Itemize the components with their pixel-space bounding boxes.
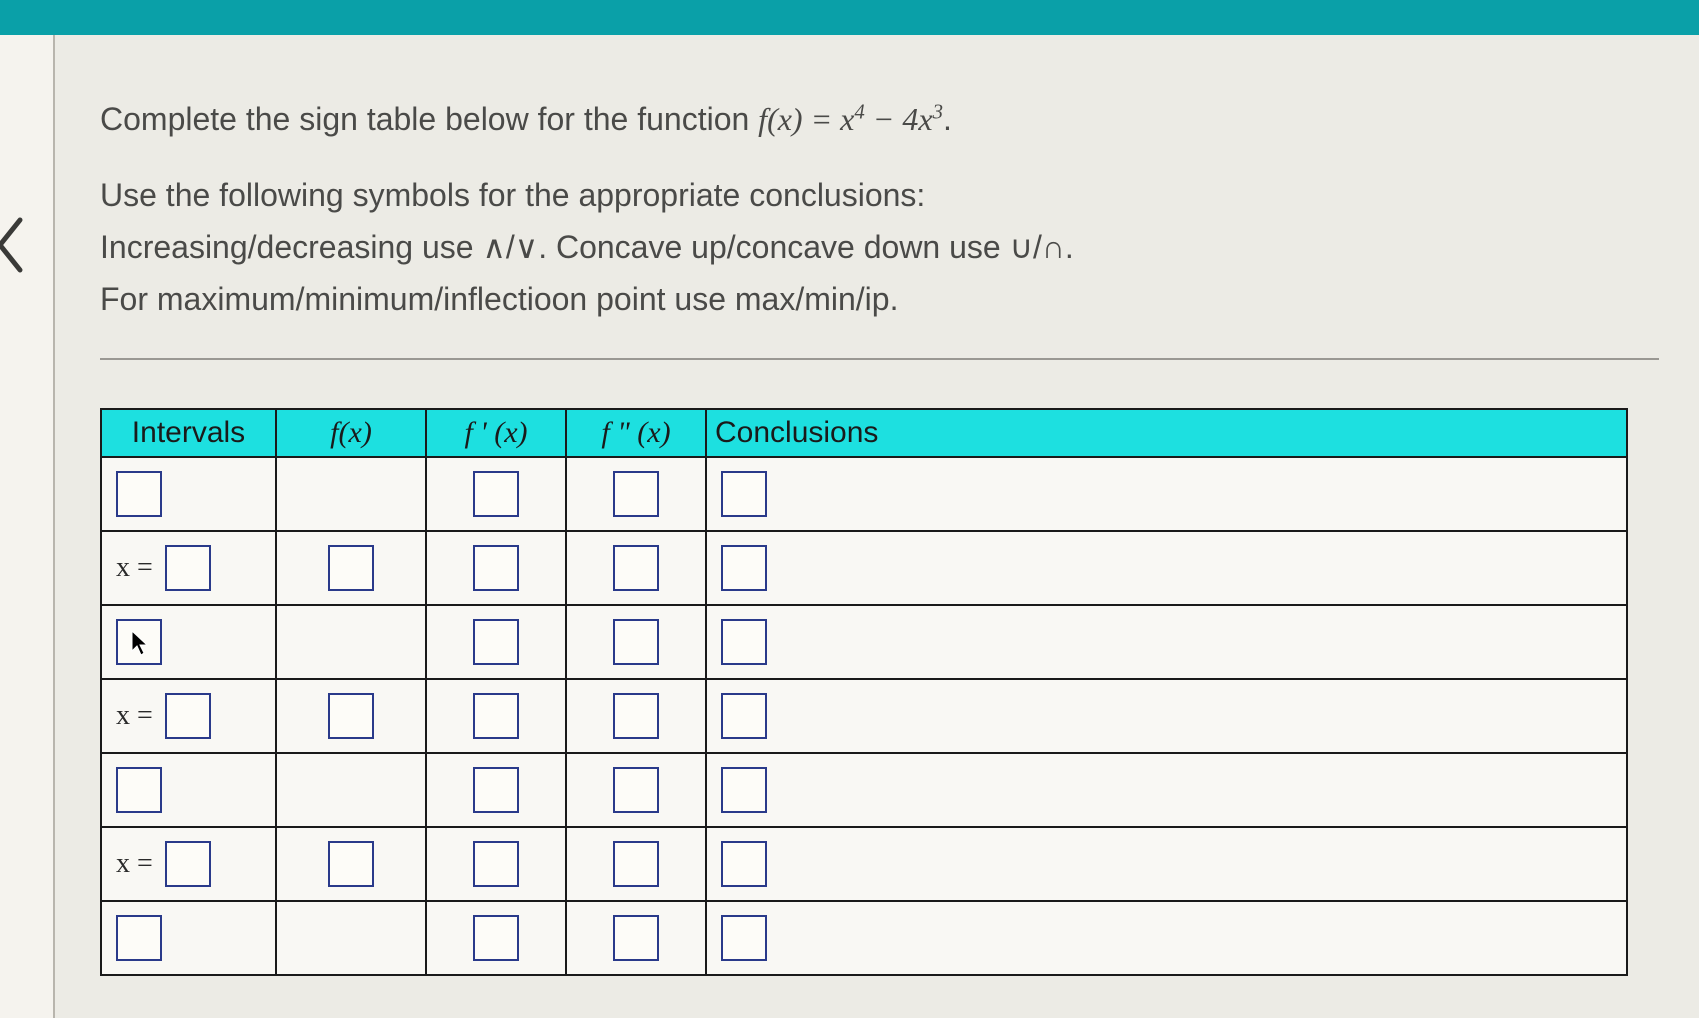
- fpx-cell: [426, 531, 566, 605]
- intervals-cell: [101, 901, 276, 975]
- fpx-input[interactable]: [473, 471, 519, 517]
- intervals-cell: x =: [101, 827, 276, 901]
- interval-input[interactable]: [165, 693, 211, 739]
- left-margin: [0, 35, 55, 1018]
- fppx-cell: [566, 827, 706, 901]
- interval-input[interactable]: [116, 619, 162, 665]
- table-row: [101, 901, 1627, 975]
- prompt-line2: Use the following symbols for the approp…: [100, 171, 1659, 219]
- fpx-input[interactable]: [473, 915, 519, 961]
- table-row: [101, 457, 1627, 531]
- fx-cell: [276, 531, 426, 605]
- header-fppx: f " (x): [566, 409, 706, 457]
- header-intervals: Intervals: [101, 409, 276, 457]
- fpx-cell: [426, 679, 566, 753]
- fpx-cell: [426, 827, 566, 901]
- table-row: x =: [101, 531, 1627, 605]
- conclusions-cell: [706, 827, 1627, 901]
- fpx-input[interactable]: [473, 767, 519, 813]
- fppx-input[interactable]: [613, 841, 659, 887]
- fpx-input[interactable]: [473, 619, 519, 665]
- conclusions-cell: [706, 531, 1627, 605]
- interval-input[interactable]: [165, 545, 211, 591]
- fx-cell: [276, 753, 426, 827]
- header-fpx: f ' (x): [426, 409, 566, 457]
- conclusions-cell: [706, 605, 1627, 679]
- table-row: [101, 753, 1627, 827]
- interval-input[interactable]: [116, 471, 162, 517]
- x-equals-label: x =: [116, 700, 153, 732]
- conclusions-input[interactable]: [721, 471, 767, 517]
- fppx-cell: [566, 901, 706, 975]
- fx-cell: [276, 457, 426, 531]
- conclusions-cell: [706, 901, 1627, 975]
- conclusions-input[interactable]: [721, 545, 767, 591]
- back-arrow-icon[interactable]: [0, 215, 25, 275]
- conclusions-input[interactable]: [721, 619, 767, 665]
- fppx-cell: [566, 605, 706, 679]
- conclusions-cell: [706, 753, 1627, 827]
- fppx-input[interactable]: [613, 471, 659, 517]
- conclusions-cell: [706, 679, 1627, 753]
- fpx-cell: [426, 901, 566, 975]
- fpx-cell: [426, 753, 566, 827]
- fx-input[interactable]: [328, 841, 374, 887]
- table-row: x =: [101, 679, 1627, 753]
- content-area: Complete the sign table below for the fu…: [55, 35, 1699, 1018]
- fx-input[interactable]: [328, 545, 374, 591]
- conclusions-input[interactable]: [721, 915, 767, 961]
- table-row: [101, 605, 1627, 679]
- fppx-input[interactable]: [613, 767, 659, 813]
- header-fx: f(x): [276, 409, 426, 457]
- interval-input[interactable]: [116, 767, 162, 813]
- intervals-cell: x =: [101, 679, 276, 753]
- prompt-line4: For maximum/minimum/inflectioon point us…: [100, 275, 1659, 323]
- intervals-cell: [101, 605, 276, 679]
- fpx-input[interactable]: [473, 693, 519, 739]
- fppx-cell: [566, 457, 706, 531]
- function-expression: f(x) = x4 − 4x3: [758, 101, 943, 137]
- fx-cell: [276, 901, 426, 975]
- header-conclusions: Conclusions: [706, 409, 1627, 457]
- question-prompt: Complete the sign table below for the fu…: [100, 95, 1659, 323]
- fx-input[interactable]: [328, 693, 374, 739]
- fppx-input[interactable]: [613, 915, 659, 961]
- fpx-input[interactable]: [473, 841, 519, 887]
- fx-cell: [276, 679, 426, 753]
- fx-cell: [276, 605, 426, 679]
- conclusions-input[interactable]: [721, 693, 767, 739]
- fx-cell: [276, 827, 426, 901]
- interval-input[interactable]: [165, 841, 211, 887]
- fpx-cell: [426, 605, 566, 679]
- intervals-cell: [101, 753, 276, 827]
- fppx-cell: [566, 679, 706, 753]
- intervals-cell: [101, 457, 276, 531]
- fpx-cell: [426, 457, 566, 531]
- top-bar: [0, 0, 1699, 35]
- fpx-input[interactable]: [473, 545, 519, 591]
- interval-input[interactable]: [116, 915, 162, 961]
- prompt-line1-pre: Complete the sign table below for the fu…: [100, 101, 758, 137]
- conclusions-input[interactable]: [721, 767, 767, 813]
- table-row: x =: [101, 827, 1627, 901]
- x-equals-label: x =: [116, 848, 153, 880]
- fppx-input[interactable]: [613, 619, 659, 665]
- intervals-cell: x =: [101, 531, 276, 605]
- sign-table: Intervals f(x) f ' (x) f " (x) Conclusio…: [100, 408, 1628, 976]
- x-equals-label: x =: [116, 552, 153, 584]
- table-header-row: Intervals f(x) f ' (x) f " (x) Conclusio…: [101, 409, 1627, 457]
- fppx-cell: [566, 531, 706, 605]
- fppx-input[interactable]: [613, 693, 659, 739]
- prompt-line1-post: .: [943, 101, 952, 137]
- fppx-input[interactable]: [613, 545, 659, 591]
- divider: [100, 358, 1659, 360]
- conclusions-input[interactable]: [721, 841, 767, 887]
- prompt-line3: Increasing/decreasing use ∧/∨. Concave u…: [100, 223, 1659, 271]
- conclusions-cell: [706, 457, 1627, 531]
- fppx-cell: [566, 753, 706, 827]
